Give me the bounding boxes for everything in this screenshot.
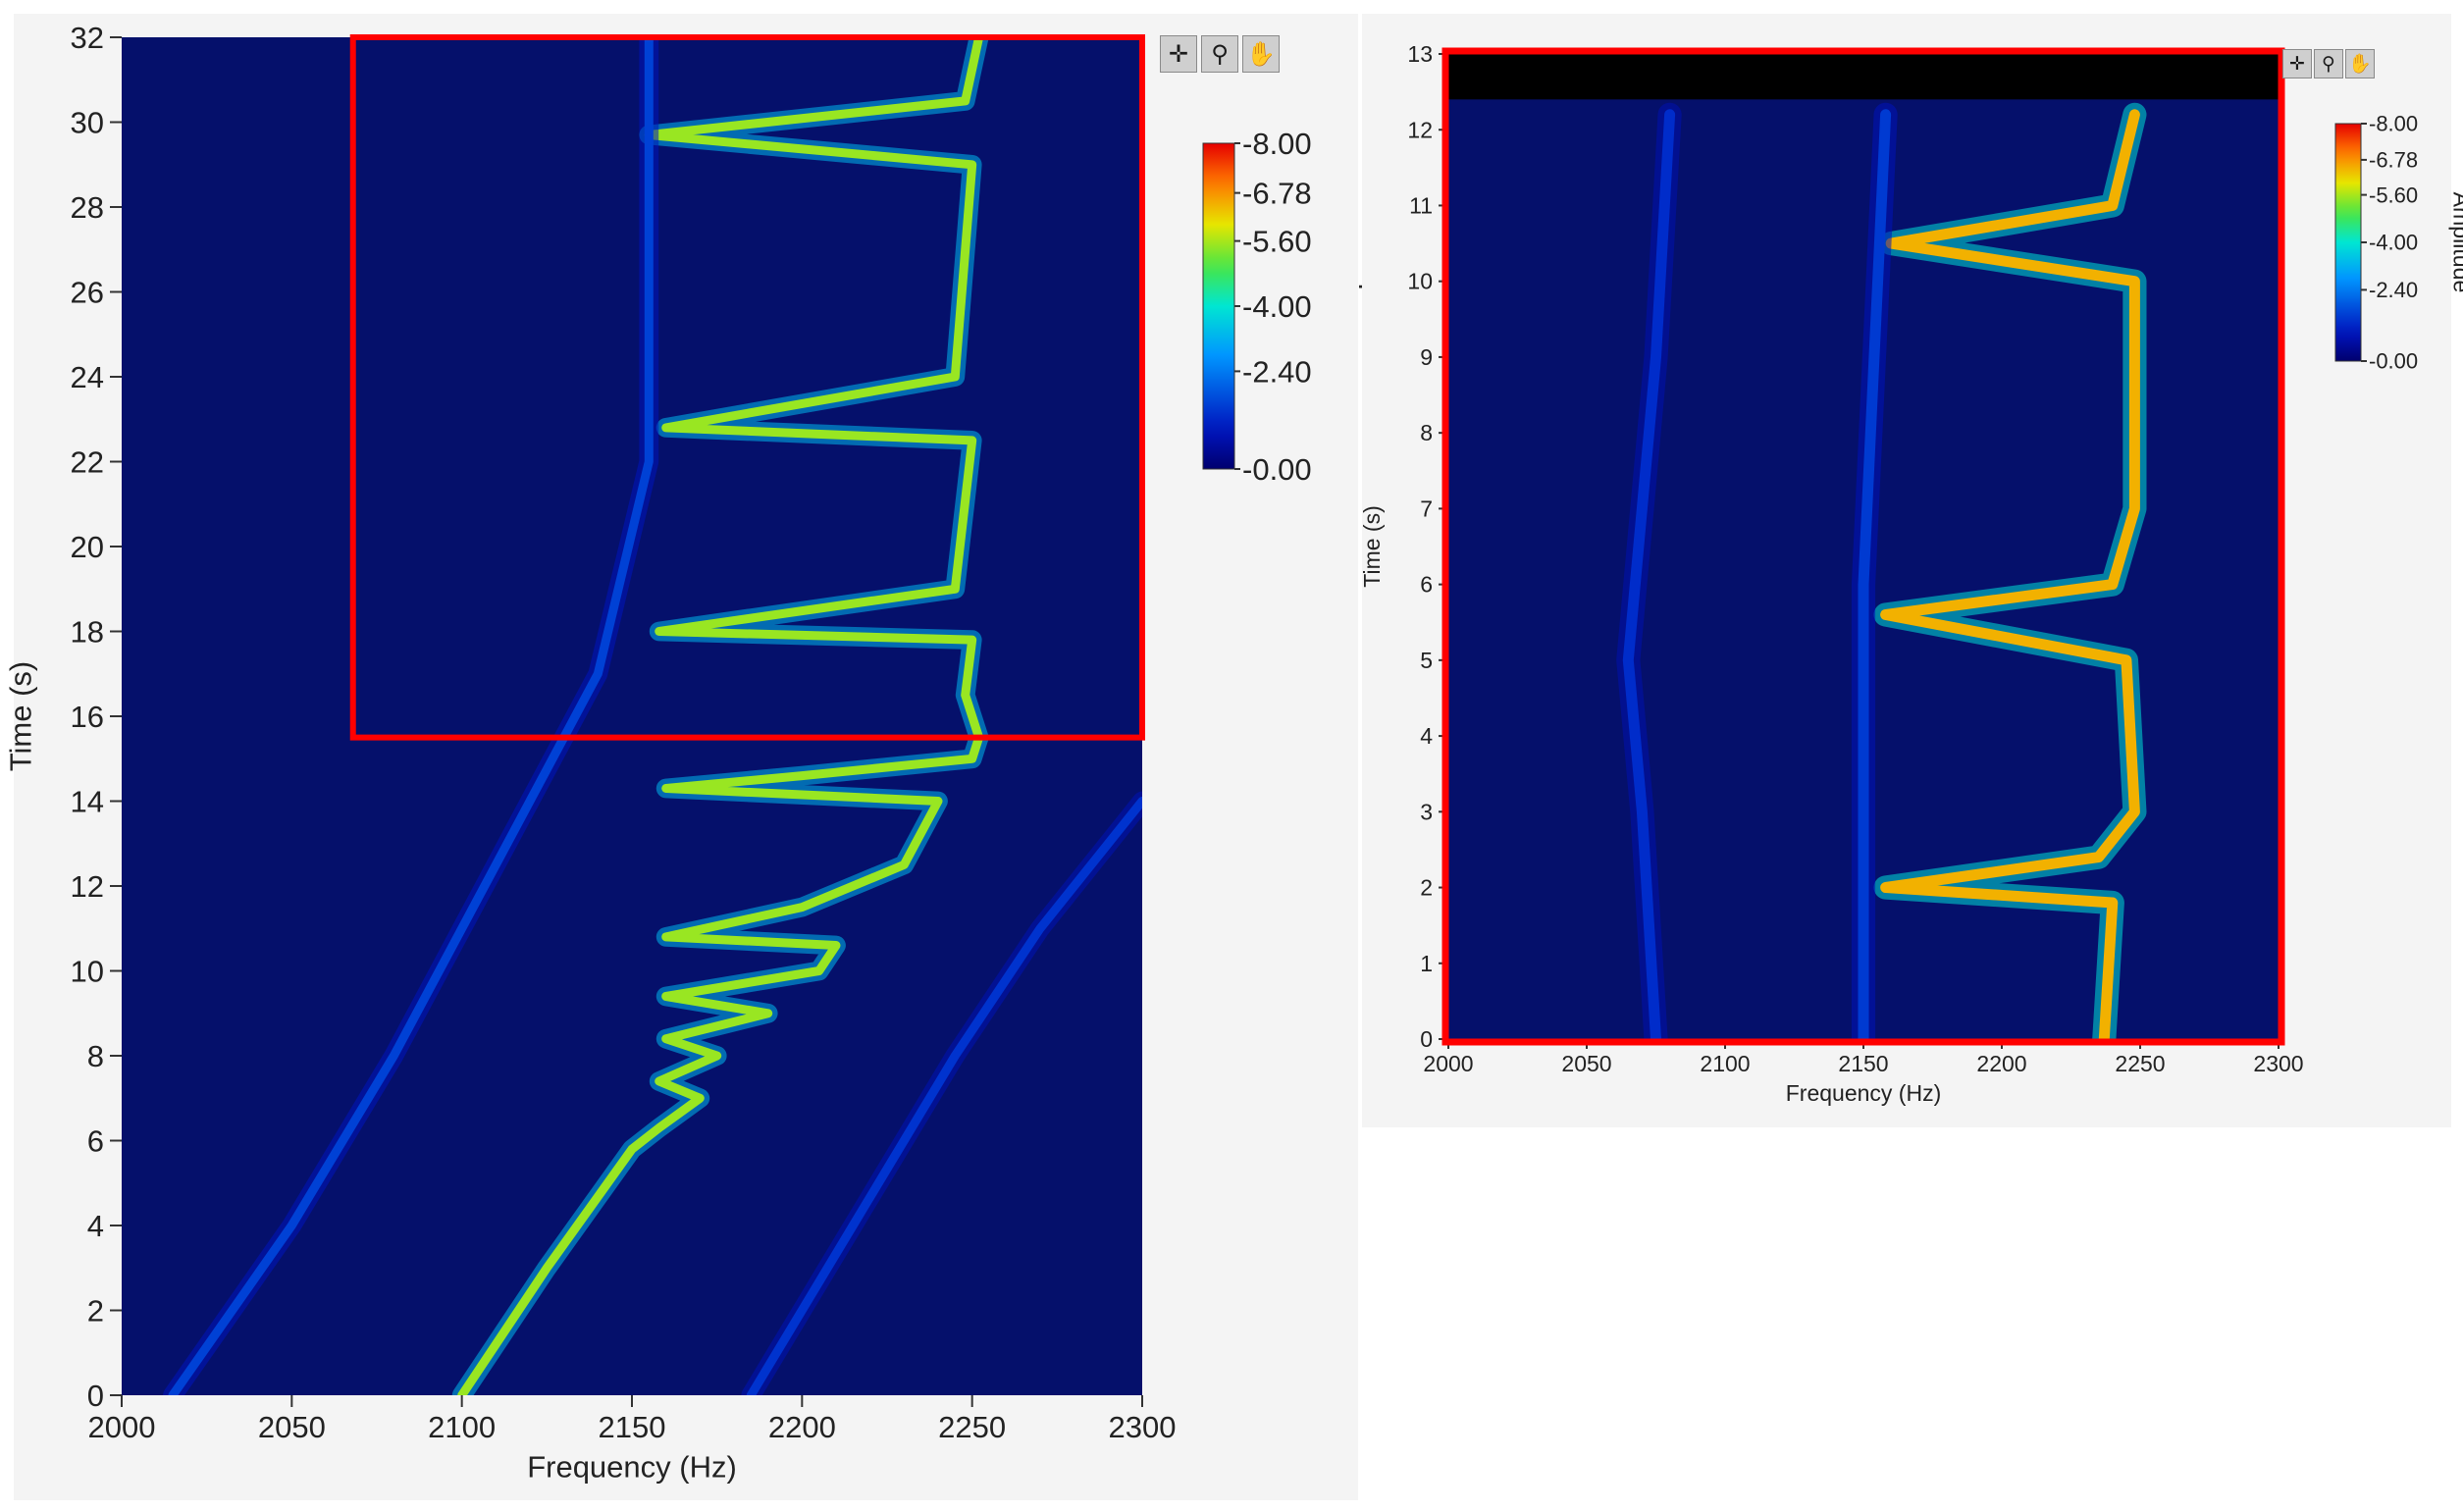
right-colorbar-tick-label: -6.78 [2369,148,2418,173]
left-y-tick-label: 16 [71,700,104,734]
left-x-axis-label: Frequency (Hz) [527,1449,737,1484]
right-colorbar-tick-label: -0.00 [2369,349,2418,374]
right-x-tick-label: 2300 [2253,1051,2303,1076]
left-ridge-0 [457,37,984,1395]
left-y-tick-label: 6 [87,1123,104,1158]
right-y-tick-label: 13 [1407,41,1433,67]
left-colorbar-tick-label: -4.00 [1242,289,1312,324]
left-spectrogram-chart: 2000 2050 2100 2150 2200 2250 2300024681012141… [3,21,1393,1484]
right-y-tick-label: 10 [1407,269,1433,294]
left-x-tick-label: 2150 [599,1410,666,1444]
left-colorbar-tick-label: -6.78 [1242,176,1312,210]
left-highlight-box [349,34,1145,741]
left-colorbar [1202,142,1235,470]
right-no-data-band [1448,54,2279,100]
left-x-tick-label: 2050 [258,1410,326,1444]
right-x-axis-label: Frequency (Hz) [1786,1080,1941,1106]
left-y-tick-label: 12 [71,869,104,904]
left-y-tick-label: 0 [87,1379,104,1413]
left-y-tick-label: 10 [71,954,104,988]
left-x-tick-label: 2100 [428,1410,496,1444]
pan-tool-icon[interactable]: ✋ [2345,49,2375,78]
left-x-tick-label: 2250 [938,1410,1006,1444]
cursor-tool-icon[interactable]: ✛ [2282,49,2312,78]
left-y-tick-label: 28 [71,190,104,225]
zoom-tool-icon[interactable]: ⚲ [1201,35,1238,73]
left-y-tick-label: 14 [71,784,104,818]
right-colorbar [2334,123,2362,362]
left-y-tick-label: 18 [71,614,104,649]
left-y-tick-label: 32 [71,21,104,55]
left-y-tick-label: 26 [71,275,104,309]
right-y-tick-label: 7 [1420,495,1433,521]
right-y-axis-label: Time (s) [1359,505,1385,587]
right-y-tick-label: 0 [1420,1026,1433,1052]
left-colorbar-tick-label: -5.60 [1242,224,1312,258]
left-x-tick-label: 2300 [1109,1410,1177,1444]
left-y-tick-label: 2 [87,1293,104,1328]
right-colorbar-label: Amplitude [2449,192,2463,293]
right-y-tick-label: 5 [1420,648,1433,673]
left-colorbar-tick-label: -2.40 [1242,354,1312,389]
zoom-tool-icon[interactable]: ⚲ [2314,49,2343,78]
right-colorbar-tick-label: -8.00 [2369,112,2418,136]
right-colorbar-tick-label: -5.60 [2369,182,2418,207]
left-y-tick-label: 4 [87,1209,104,1243]
left-x-tick-label: 2200 [768,1410,836,1444]
pan-tool-icon[interactable]: ✋ [1242,35,1280,73]
right-y-tick-label: 11 [1409,193,1433,219]
left-ridge-2 [746,797,1142,1395]
left-y-tick-label: 30 [71,105,104,139]
right-x-tick-label: 2150 [1838,1051,1888,1076]
left-chart-panel: 2000 2050 2100 2150 2200 2250 2300 0 2 4 6 8 10 12 14 1… [3,14,1393,1500]
right-y-tick-label: 12 [1407,117,1433,142]
right-ridge-1 [1622,109,1676,1039]
right-x-tick-label: 2250 [2115,1051,2165,1076]
right-x-tick-label: 2050 [1561,1051,1611,1076]
left-y-tick-label: 24 [71,360,104,394]
right-ridge-2 [1858,109,1892,1039]
right-y-tick-label: 6 [1420,572,1433,598]
left-plot-area[interactable] [122,37,1142,1395]
right-colorbar-tick-label: -2.40 [2369,278,2418,302]
right-colorbar-tick-label: -4.00 [2369,231,2418,255]
right-x-tick-label: 2100 [1700,1051,1750,1076]
right-spectrogram-chart: 2000 2050 2100 2150 2200 2250 2300012345678910… [1359,41,2463,1106]
right-chart-panel: 2000 2050 2100 2150 2200 2250 2300 0 1 2 3 4 5 6 7 8 9 10… [1359,14,2463,1127]
right-y-tick-label: 2 [1420,875,1433,901]
right-x-tick-label: 2200 [1976,1051,2026,1076]
left-ridge-1 [168,37,654,1395]
right-y-tick-label: 4 [1420,723,1433,749]
right-y-tick-label: 9 [1420,344,1433,370]
cursor-tool-icon[interactable]: ✛ [1160,35,1197,73]
left-colorbar-tick-label: -0.00 [1242,452,1312,487]
right-y-tick-label: 3 [1420,799,1433,824]
right-y-tick-label: 8 [1420,420,1433,445]
left-colorbar-tick-label: -8.00 [1242,127,1312,161]
left-y-tick-label: 20 [71,530,104,564]
left-y-tick-label: 22 [71,444,104,479]
left-y-tick-label: 8 [87,1039,104,1073]
left-x-tick-label: 2000 [88,1410,156,1444]
right-plot-frame [1441,47,2285,1046]
left-y-axis-label: Time (s) [3,661,37,772]
right-x-tick-label: 2000 [1423,1051,1473,1076]
right-y-tick-label: 1 [1420,951,1433,976]
